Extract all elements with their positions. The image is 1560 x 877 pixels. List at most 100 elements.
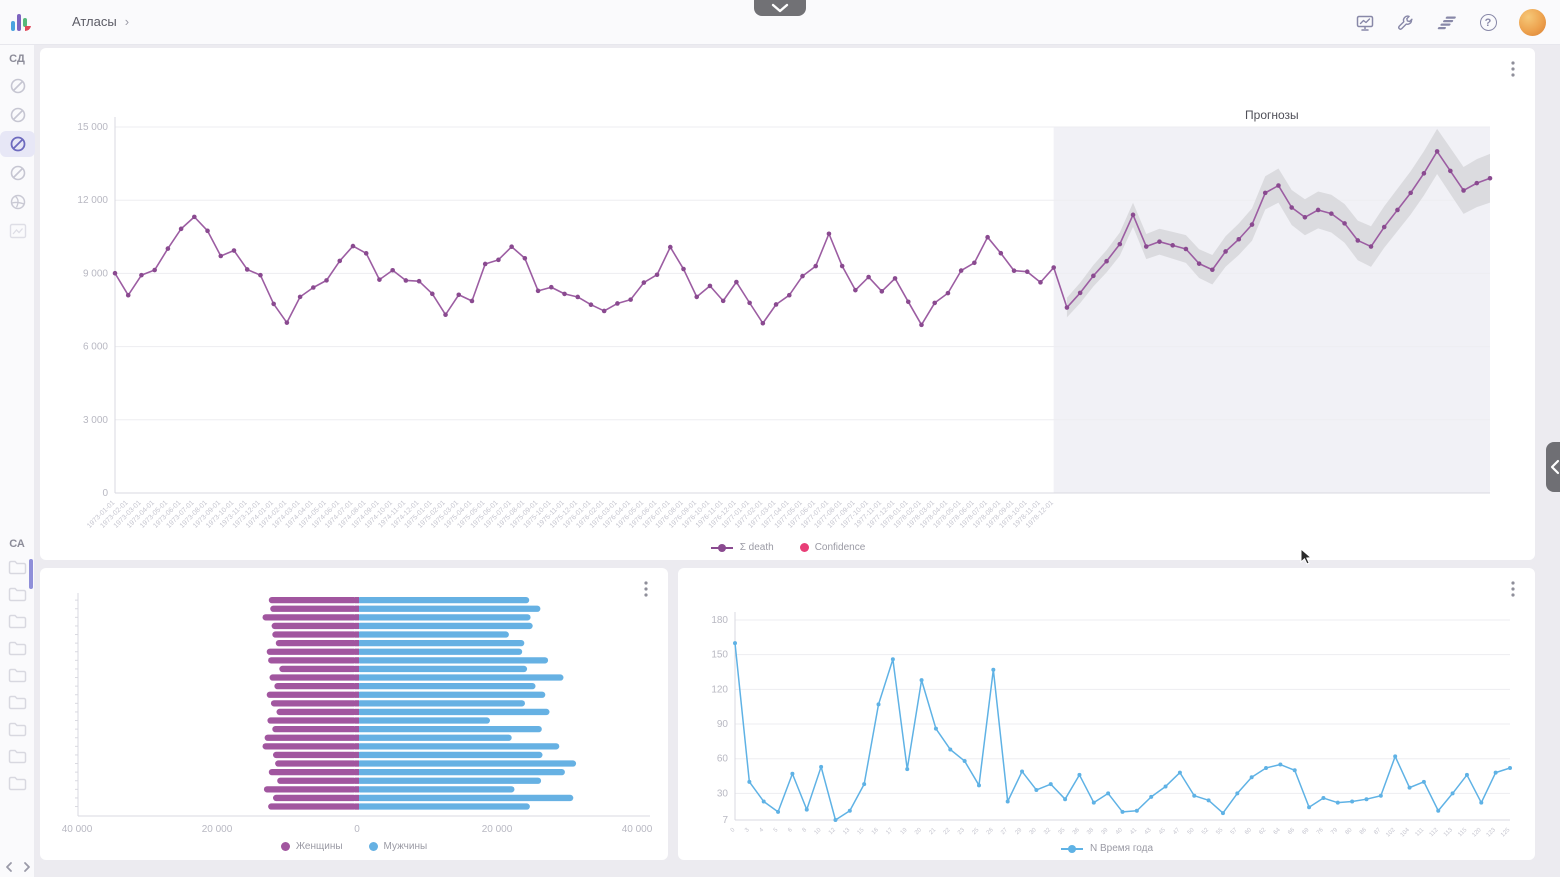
collapse-handle[interactable] [754, 0, 806, 16]
help-icon[interactable]: ? [1478, 13, 1498, 33]
breadcrumb[interactable]: Атласы › [72, 14, 129, 29]
breadcrumb-chevron-icon: › [124, 14, 130, 29]
wrench-icon[interactable] [1396, 13, 1416, 33]
folder-icon[interactable] [8, 587, 27, 602]
svg-text:9 000: 9 000 [83, 268, 108, 279]
presentation-chart-icon[interactable] [1355, 13, 1375, 33]
legend-label: Мужчины [383, 841, 428, 852]
svg-text:115: 115 [1457, 827, 1468, 838]
svg-text:40 000: 40 000 [622, 824, 653, 835]
kebab-icon [1511, 61, 1515, 77]
help-glyph: ? [1479, 14, 1497, 31]
svg-text:39: 39 [1101, 827, 1110, 836]
svg-text:3: 3 [744, 827, 751, 834]
seasons-legend: N Время года [678, 843, 1535, 854]
atlas-icon [10, 78, 25, 94]
sidebar-item-globe[interactable] [0, 189, 35, 215]
forecast-legend: Σ death Confidence [40, 542, 1535, 553]
sidebar-item-atlas-3-selected[interactable] [0, 131, 35, 157]
sidebar-item-atlas-4[interactable] [0, 160, 35, 186]
legend-item-women[interactable]: Женщины [280, 841, 343, 852]
folder-icon[interactable] [8, 560, 27, 575]
sidebar: СД [0, 45, 35, 877]
legend-item-season[interactable]: N Время года [1060, 843, 1153, 854]
app-logo-icon[interactable] [8, 9, 34, 35]
dot-marker-icon [799, 543, 809, 552]
svg-text:22: 22 [943, 827, 952, 836]
pyramid-card-menu-button[interactable] [638, 580, 654, 598]
topbar-actions: ? [1355, 0, 1546, 45]
atlas-icon [10, 136, 25, 152]
svg-text:10: 10 [814, 827, 823, 836]
legend-item-sum-death[interactable]: Σ death [710, 542, 774, 553]
svg-text:3 000: 3 000 [83, 415, 108, 426]
folder-icon[interactable] [8, 695, 27, 710]
atlas-icon [10, 107, 25, 123]
svg-text:113: 113 [1443, 827, 1454, 838]
atlas-icon [10, 165, 25, 181]
svg-text:0: 0 [102, 488, 108, 499]
chevron-down-icon [771, 3, 789, 13]
svg-text:69: 69 [1302, 827, 1311, 836]
svg-text:55: 55 [1215, 827, 1224, 836]
svg-text:8: 8 [802, 827, 809, 834]
stacked-lines-icon[interactable] [1437, 13, 1457, 33]
forecast-card-menu-button[interactable] [1505, 60, 1521, 78]
svg-text:45: 45 [1158, 827, 1167, 836]
folder-icon[interactable] [8, 668, 27, 683]
population-pyramid-chart[interactable]: 40 000 20 000 0 20 000 40 000 [40, 568, 668, 860]
sidebar-section-label-sd: СД [9, 53, 25, 65]
legend-label: N Время года [1089, 843, 1154, 854]
svg-text:0: 0 [354, 824, 360, 835]
svg-text:38: 38 [1086, 827, 1095, 836]
svg-text:5: 5 [773, 827, 780, 834]
chevron-left-icon [1550, 459, 1560, 475]
svg-text:41: 41 [1129, 827, 1138, 836]
svg-text:6: 6 [787, 827, 794, 834]
folder-icon[interactable] [8, 614, 27, 629]
svg-text:20 000: 20 000 [482, 824, 513, 835]
svg-text:17: 17 [885, 827, 894, 836]
folder-icon[interactable] [8, 749, 27, 764]
svg-text:40: 40 [1115, 827, 1124, 836]
svg-text:104: 104 [1400, 827, 1412, 839]
svg-text:102: 102 [1385, 827, 1397, 839]
sidebar-item-image[interactable] [0, 218, 35, 244]
right-panel-expander[interactable] [1546, 442, 1560, 492]
svg-text:40 000: 40 000 [62, 824, 93, 835]
svg-text:32: 32 [1043, 827, 1052, 836]
sidebar-scrollbar[interactable] [29, 559, 33, 589]
sidebar-folder-list [0, 560, 34, 791]
svg-text:12 000: 12 000 [77, 195, 108, 206]
svg-text:47: 47 [1172, 827, 1181, 836]
svg-text:6 000: 6 000 [83, 342, 108, 353]
svg-text:16: 16 [871, 827, 880, 836]
folder-icon[interactable] [8, 641, 27, 656]
svg-text:15: 15 [857, 827, 866, 836]
breadcrumb-label[interactable]: Атласы [72, 14, 117, 29]
forecast-card: Прогнозы 15 000 12 000 9 000 6 000 3 000 0 1973… [40, 48, 1535, 560]
svg-text:27: 27 [1000, 827, 1009, 836]
chevron-right-icon[interactable] [22, 861, 32, 873]
legend-item-men[interactable]: Мужчины [368, 841, 428, 852]
chevron-left-icon[interactable] [4, 861, 14, 873]
seasons-card-menu-button[interactable] [1505, 580, 1521, 598]
svg-text:60: 60 [1244, 827, 1253, 836]
line-dot-marker-icon [1060, 844, 1083, 853]
sidebar-item-atlas-2[interactable] [0, 102, 35, 128]
svg-text:52: 52 [1201, 827, 1210, 836]
svg-text:180: 180 [711, 615, 728, 626]
folder-icon[interactable] [8, 776, 27, 791]
dot-marker-icon [368, 842, 378, 851]
user-avatar[interactable] [1519, 9, 1546, 36]
legend-label: Confidence [814, 542, 866, 553]
sidebar-section-label-sa: СА [9, 538, 25, 550]
svg-text:29: 29 [1014, 827, 1023, 836]
legend-item-confidence[interactable]: Confidence [799, 542, 866, 553]
sidebar-item-atlas-1[interactable] [0, 73, 35, 99]
folder-icon[interactable] [8, 722, 27, 737]
svg-text:21: 21 [928, 827, 937, 836]
line-dot-marker-icon [710, 543, 733, 552]
